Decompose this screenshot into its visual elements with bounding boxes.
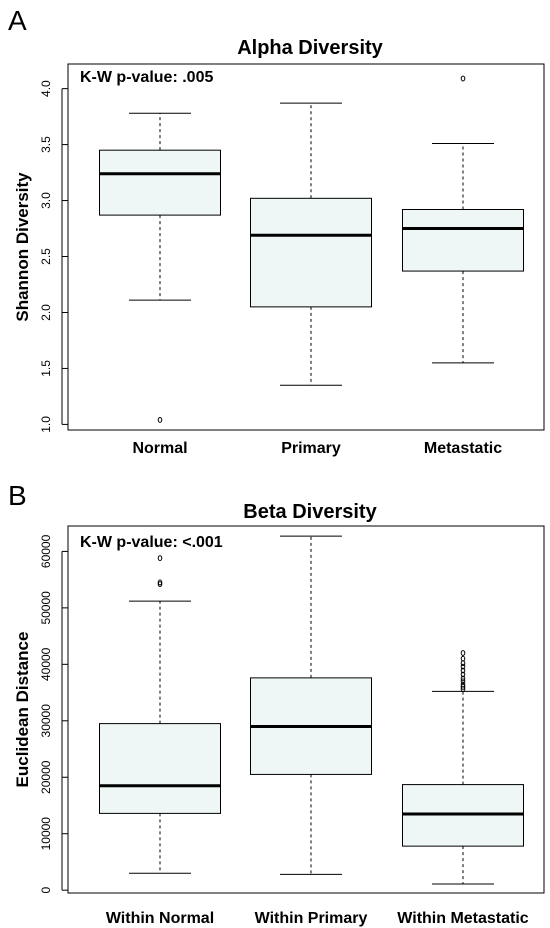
panel-b-pvalue-annotation: K-W p-value: <.001	[80, 534, 223, 551]
panel-b-y-tick-label: 60000	[39, 534, 53, 568]
panel-a-y-tick-label: 2.0	[39, 304, 53, 321]
panel-a-y-axis-label: Shannon Diversity	[13, 172, 32, 322]
panel-b-box-within-metastatic-outlier	[460, 675, 466, 682]
panel-a-box-normal-outlier	[157, 417, 163, 423]
panel-a-title: Alpha Diversity	[237, 37, 383, 59]
panel-b-box-within-metastatic-outlier	[460, 678, 466, 685]
panel-a-category-label: Metastatic	[424, 440, 502, 457]
panel-a-y-tick-label: 4.0	[39, 80, 53, 97]
panel-a-letter: A	[8, 5, 27, 36]
panel-a-plot-frame	[67, 63, 545, 431]
panel-b-box-within-normal-outlier	[157, 555, 163, 562]
panel-b-y-axis-label: Euclidean Distance	[13, 632, 32, 788]
panel-a-y-tick-label: 3.0	[39, 192, 53, 209]
panel-a-y-tick-label: 1.0	[39, 416, 53, 433]
panel-b-category-label: Within Normal	[106, 910, 214, 927]
panel-b-box-within-normal-iqr	[99, 723, 221, 814]
panel-b-box-within-metastatic-outlier	[460, 667, 466, 674]
panel-a-y-tick-label: 3.5	[39, 136, 53, 153]
panel-b-category-label: Within Metastatic	[397, 910, 529, 927]
panel-b-box-within-metastatic-outlier	[460, 681, 466, 688]
panel-a-box-metastatic-iqr	[402, 209, 524, 272]
panel-a-box-metastatic-outlier	[460, 75, 466, 82]
panel-b-y-tick-label: 20000	[39, 760, 53, 794]
panel-a-pvalue-annotation: K-W p-value: .005	[80, 69, 213, 86]
panel-a-category-label: Primary	[281, 440, 341, 457]
panel-b-y-tick-label: 0	[39, 887, 53, 894]
panel-a-box-normal-iqr	[99, 149, 221, 216]
panel-b-y-tick-label: 30000	[39, 704, 53, 738]
panel-b-box-within-metastatic-outlier	[460, 650, 466, 656]
panel-b-box-within-normal-outlier	[157, 579, 163, 586]
panel-a-box-primary-iqr	[250, 197, 372, 308]
panel-b-y-tick-label: 50000	[39, 591, 53, 625]
panel-a-category-label: Normal	[132, 440, 187, 457]
panel-b-box-within-metastatic-outlier	[460, 655, 466, 662]
panel-b-y-tick-label: 40000	[39, 647, 53, 681]
panel-b-category-label: Within Primary	[255, 910, 368, 927]
panel-b-box-within-metastatic-outlier	[460, 671, 466, 678]
panel-b-plot-frame	[67, 525, 545, 894]
panel-b-title: Beta Diversity	[243, 501, 377, 523]
panel-a-y-tick-label: 2.5	[39, 248, 53, 265]
panel-a-y-tick-label: 1.5	[39, 360, 53, 377]
panel-b-box-within-metastatic-outlier	[460, 684, 466, 690]
panel-b-y-tick-label: 10000	[39, 817, 53, 851]
panel-b-box-within-metastatic-outlier	[460, 663, 466, 670]
panel-b-letter: B	[8, 480, 27, 511]
